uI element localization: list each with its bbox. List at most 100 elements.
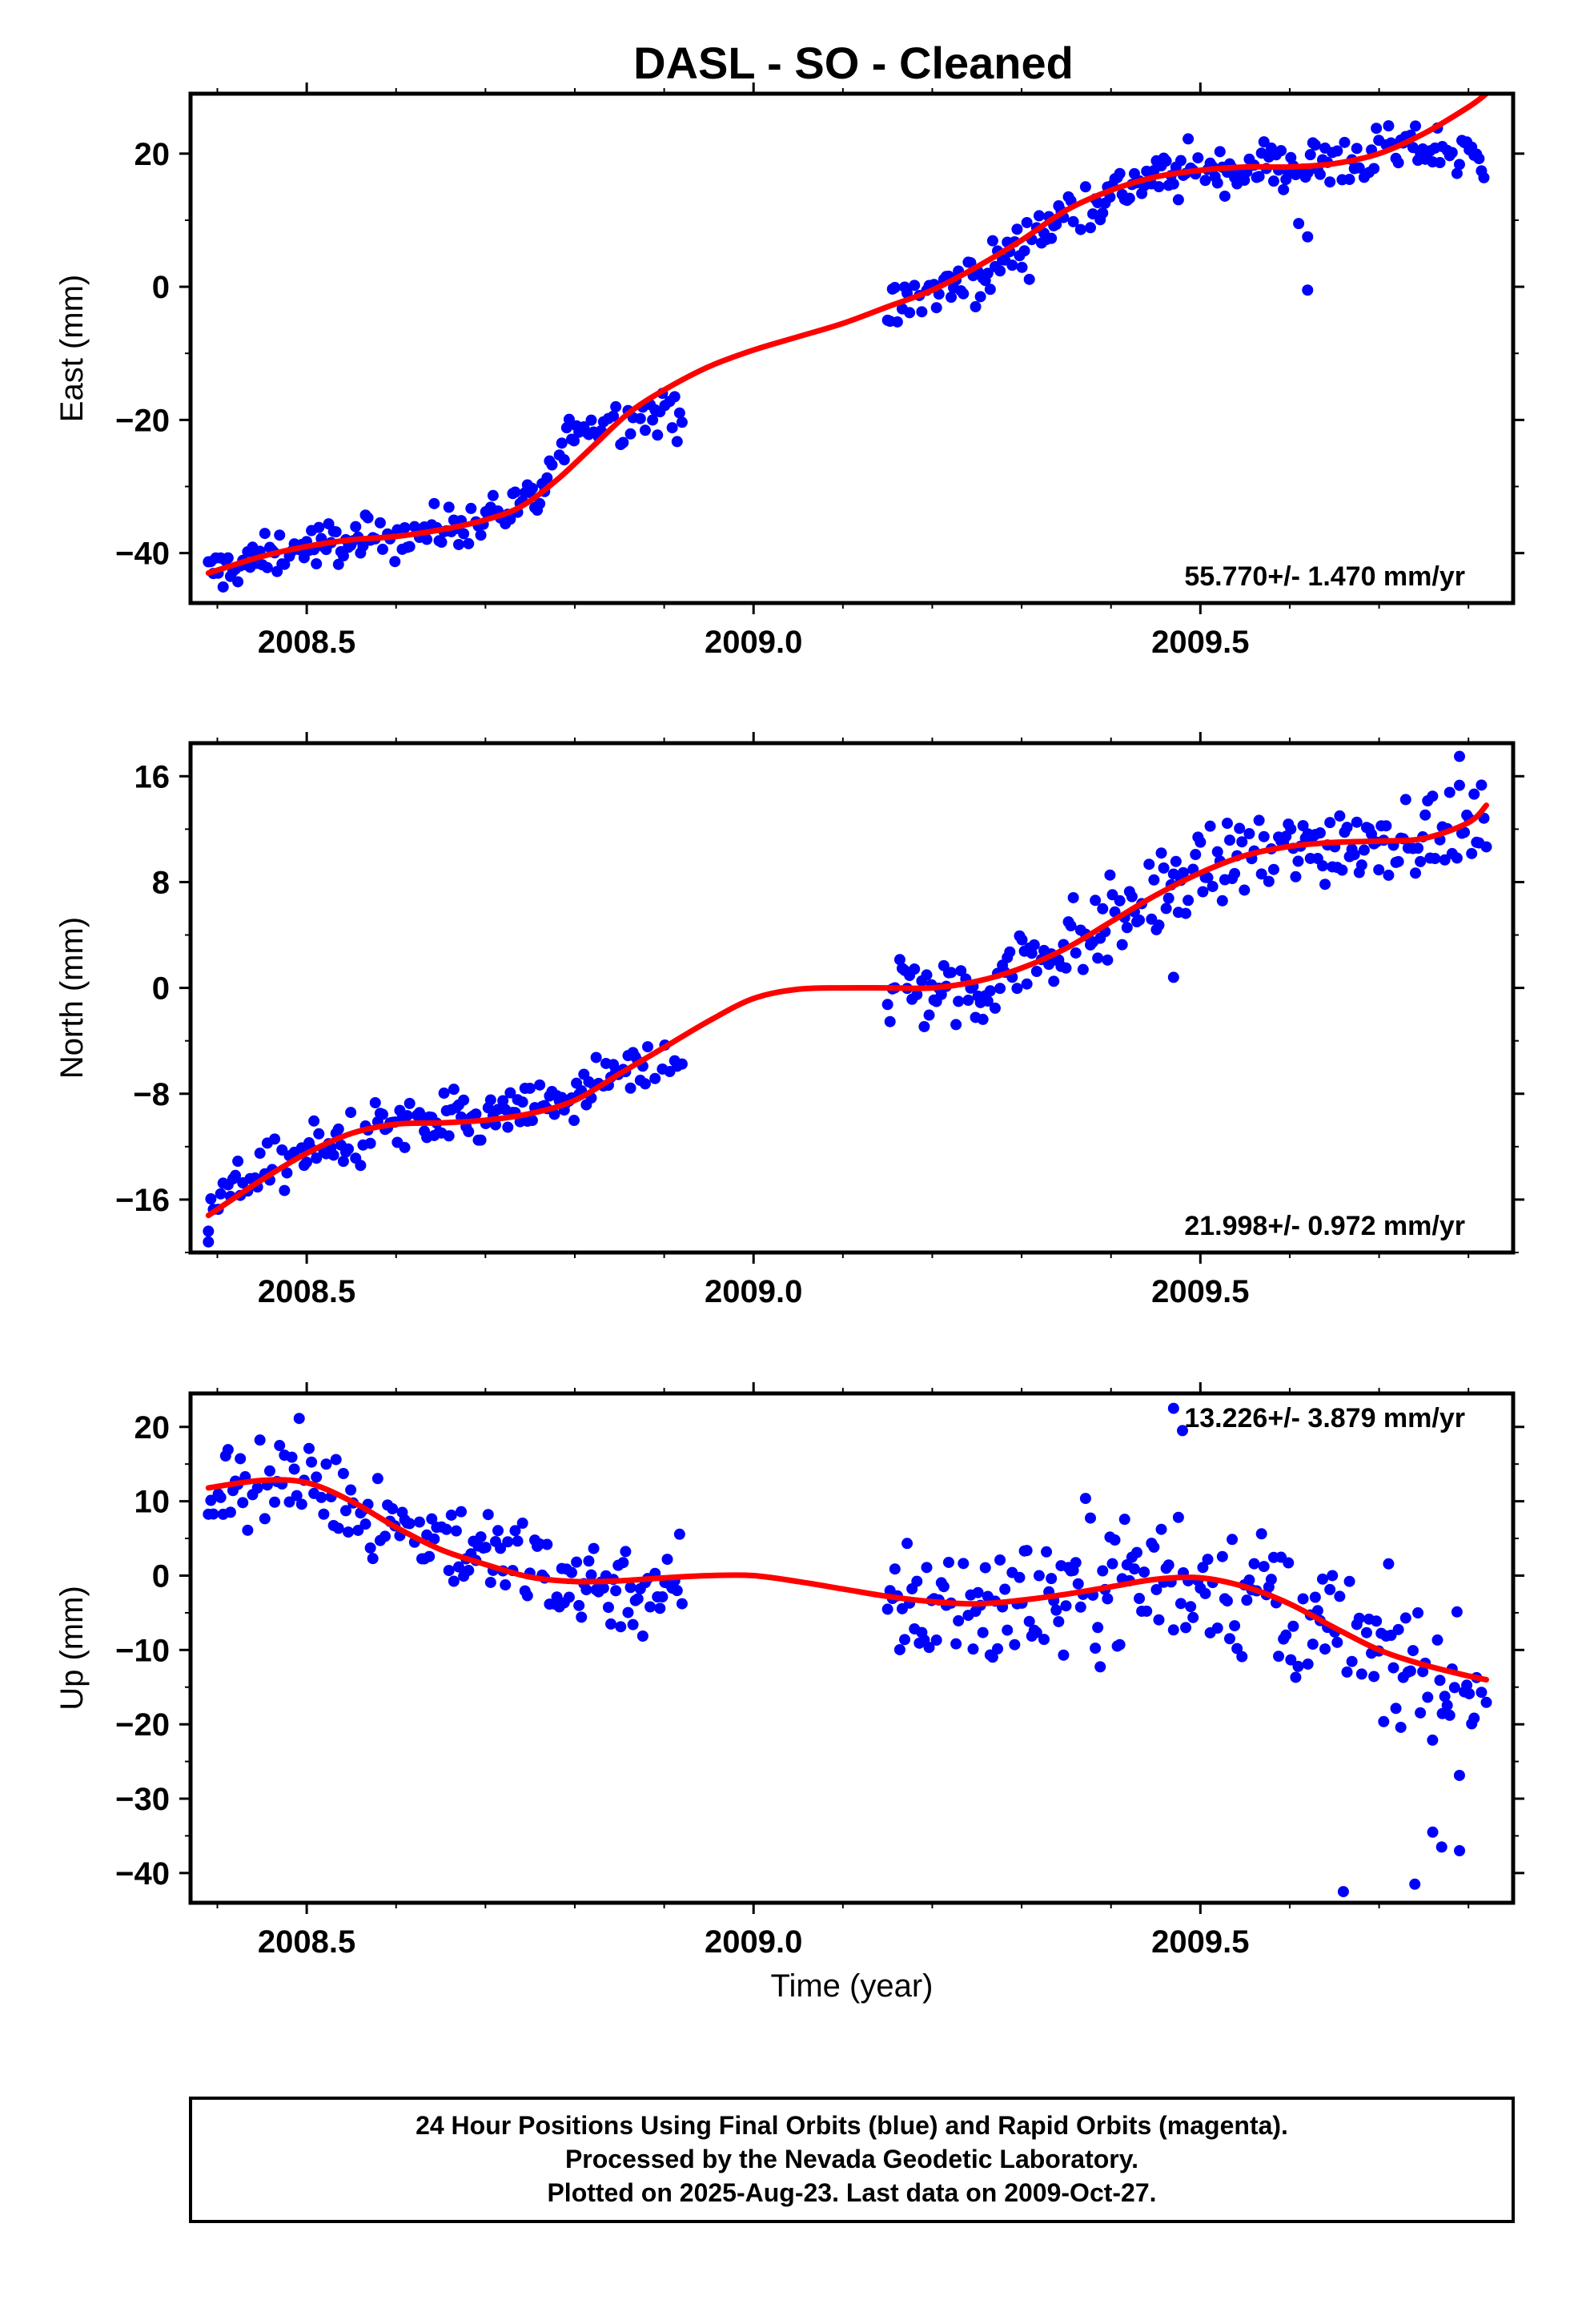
data-point <box>1118 1514 1130 1526</box>
data-point <box>624 1082 636 1094</box>
data-point <box>1109 1534 1121 1546</box>
data-point <box>1314 827 1326 839</box>
data-point <box>475 1531 487 1543</box>
data-point <box>1476 779 1488 791</box>
x-tick-label: 2008.5 <box>258 625 355 660</box>
y-tick-label: 10 <box>135 1485 171 1520</box>
data-point <box>1415 1707 1427 1719</box>
data-point <box>1409 120 1421 132</box>
data-point <box>1355 859 1367 871</box>
data-point <box>500 1579 512 1591</box>
data-point <box>1167 178 1179 190</box>
data-point <box>1341 822 1353 834</box>
data-point <box>568 435 580 447</box>
data-point <box>1316 1573 1328 1585</box>
data-point <box>1415 855 1427 867</box>
data-point <box>286 1451 298 1463</box>
plot-area <box>203 750 1492 1248</box>
data-point <box>602 1602 614 1614</box>
x-tick-label: 2009.5 <box>1151 1924 1249 1960</box>
data-point <box>558 454 570 466</box>
x-tick-label: 2008.5 <box>258 1274 355 1309</box>
y-tick-label: −10 <box>115 1633 170 1668</box>
data-point <box>1046 232 1058 244</box>
data-point <box>516 1096 528 1108</box>
data-point <box>308 1115 320 1127</box>
data-point <box>339 1505 351 1517</box>
data-point <box>1092 1622 1104 1634</box>
data-point <box>1160 155 1172 167</box>
data-point <box>1387 1662 1399 1674</box>
data-point <box>671 1585 683 1597</box>
data-point <box>1128 1563 1140 1575</box>
y-tick-label: 20 <box>135 137 171 172</box>
data-point <box>1473 153 1485 165</box>
data-point <box>1021 1545 1033 1557</box>
data-point <box>930 1634 942 1647</box>
data-point <box>259 1513 271 1525</box>
data-point <box>345 1107 357 1119</box>
data-point <box>311 1471 323 1483</box>
data-point <box>1199 175 1211 187</box>
data-point <box>986 1651 998 1663</box>
data-point <box>1304 149 1316 161</box>
data-point <box>1094 1661 1106 1673</box>
data-point <box>647 414 659 426</box>
data-point <box>580 1584 592 1596</box>
data-point <box>1097 207 1109 219</box>
y-tick-label: 16 <box>135 759 171 794</box>
data-point <box>568 1115 580 1127</box>
data-point <box>1380 820 1392 832</box>
data-point <box>311 1152 323 1164</box>
data-point <box>232 1156 244 1168</box>
data-point-outlier <box>1302 284 1314 296</box>
data-point <box>563 413 575 425</box>
data-point <box>1126 891 1138 903</box>
data-point <box>1141 1605 1153 1617</box>
plot-area <box>203 1402 1492 1898</box>
data-point <box>1399 1612 1411 1624</box>
data-point <box>291 1490 303 1502</box>
data-point <box>893 1643 905 1655</box>
data-point <box>217 581 229 593</box>
data-point <box>546 459 558 471</box>
data-point-outlier <box>1293 218 1305 230</box>
data-point <box>492 1525 504 1537</box>
data-point <box>445 1509 457 1521</box>
data-point <box>343 1526 355 1538</box>
data-point <box>999 1583 1011 1595</box>
data-point <box>497 1095 509 1107</box>
data-point <box>1011 983 1023 995</box>
data-point <box>1192 152 1204 164</box>
data-point <box>482 1509 494 1521</box>
data-point <box>1466 847 1478 859</box>
data-point <box>288 1463 300 1475</box>
data-point <box>1016 934 1028 946</box>
data-point <box>1167 1624 1179 1636</box>
data-point <box>541 1538 553 1550</box>
data-point <box>918 1020 930 1032</box>
data-point <box>1324 1583 1336 1595</box>
rate-label: 13.226+/- 3.879 mm/yr <box>1184 1403 1465 1433</box>
data-point <box>1180 1622 1192 1634</box>
data-point-outlier <box>1435 1841 1447 1853</box>
data-point <box>1392 1623 1404 1635</box>
data-point <box>1324 176 1336 188</box>
x-axis-label: Time (year) <box>771 1968 934 2004</box>
data-point-outlier <box>1177 1425 1188 1437</box>
data-point <box>1355 1668 1367 1680</box>
footer-line-2: Processed by the Nevada Geodetic Laborat… <box>565 2145 1138 2173</box>
data-point <box>443 1130 455 1142</box>
data-point <box>359 1518 371 1530</box>
data-point <box>669 391 681 403</box>
data-point <box>300 1156 312 1168</box>
data-point <box>1302 1658 1314 1670</box>
data-point <box>458 1094 470 1106</box>
data-point <box>274 1440 286 1452</box>
data-point <box>1480 841 1492 853</box>
data-point <box>984 283 996 296</box>
data-point <box>632 1593 644 1605</box>
data-point <box>1290 1671 1302 1683</box>
data-point <box>548 1108 560 1120</box>
data-point <box>374 517 386 529</box>
